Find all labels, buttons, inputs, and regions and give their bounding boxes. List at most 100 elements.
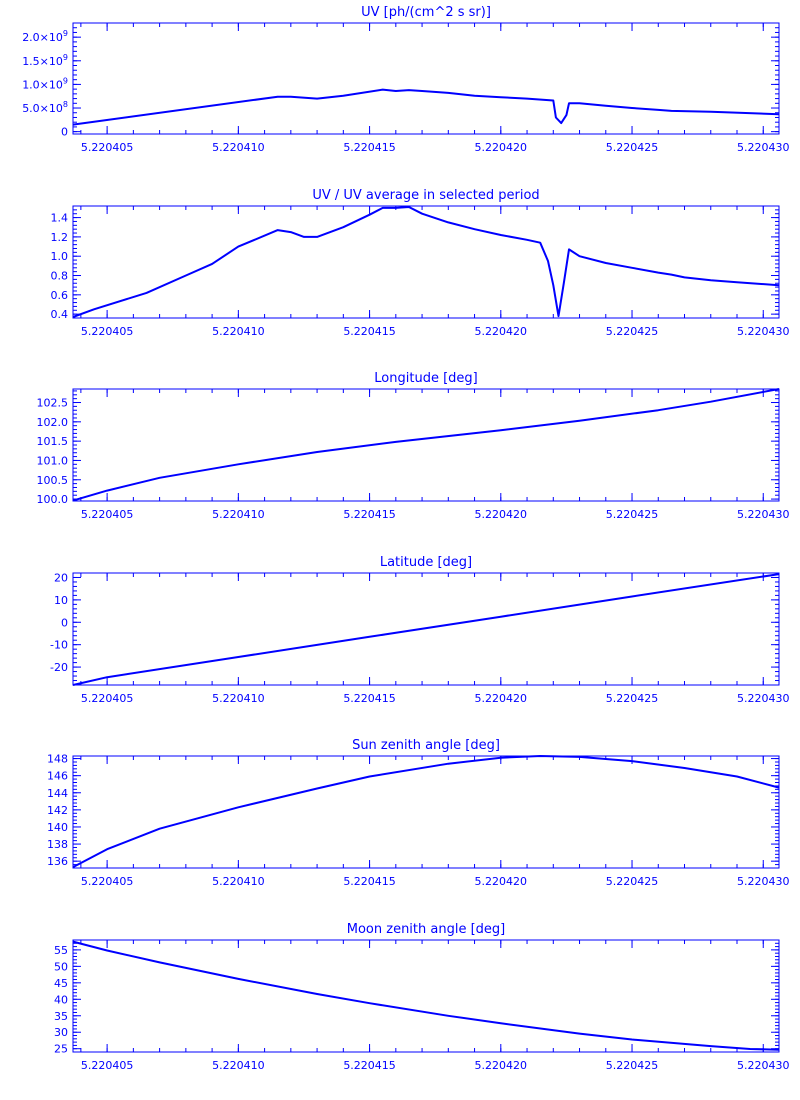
chart-title: Longitude [deg] bbox=[374, 371, 477, 386]
y-tick-label: 101.5 bbox=[37, 435, 69, 448]
y-tick-exponent: 9 bbox=[63, 29, 68, 38]
y-tick-mantissa: 2.0×10 bbox=[22, 31, 63, 44]
y-tick-label: 136 bbox=[47, 855, 68, 868]
y-tick-mantissa: 5.0×10 bbox=[22, 102, 63, 115]
x-tick-label: 5.220410 bbox=[212, 325, 265, 338]
x-tick-label: 5.220415 bbox=[343, 1059, 396, 1072]
y-tick-label: 35 bbox=[54, 1010, 68, 1023]
x-tick-label: 5.220430 bbox=[737, 141, 790, 154]
series-line bbox=[72, 940, 780, 1051]
y-tick-label: 100.5 bbox=[37, 474, 69, 487]
y-tick-label: 45 bbox=[54, 977, 68, 990]
y-tick-label: 0.8 bbox=[51, 270, 69, 283]
y-tick-label: 2.0×109 bbox=[22, 29, 68, 44]
x-tick-label: 5.220430 bbox=[737, 325, 790, 338]
y-tick-label: 0.4 bbox=[51, 308, 69, 321]
x-tick-label: 5.220405 bbox=[81, 1059, 134, 1072]
y-tick-label: 0 bbox=[61, 126, 68, 139]
x-tick-label: 5.220410 bbox=[212, 508, 265, 521]
chart-title: Moon zenith angle [deg] bbox=[347, 922, 505, 937]
y-tick-label: 40 bbox=[54, 993, 68, 1006]
y-tick-label: 140 bbox=[47, 821, 68, 834]
plot-frame bbox=[72, 572, 780, 686]
plot-frame bbox=[72, 755, 780, 869]
y-tick-label: 138 bbox=[47, 838, 68, 851]
y-tick-label: 102.5 bbox=[37, 397, 69, 410]
x-tick-label: 5.220425 bbox=[606, 141, 659, 154]
y-tick-label: 148 bbox=[47, 753, 68, 766]
series-line bbox=[72, 755, 780, 868]
y-tick-mantissa: 0 bbox=[61, 126, 68, 139]
x-tick-label: 5.220430 bbox=[737, 508, 790, 521]
y-tick-label: 144 bbox=[47, 787, 68, 800]
chart-title: Latitude [deg] bbox=[380, 555, 472, 570]
series-line bbox=[72, 206, 780, 318]
series-line bbox=[72, 88, 780, 126]
x-tick-label: 5.220410 bbox=[212, 875, 265, 888]
y-tick-label: 1.0 bbox=[51, 250, 69, 263]
x-tick-label: 5.220405 bbox=[81, 508, 134, 521]
x-tick-label: 5.220430 bbox=[737, 692, 790, 705]
y-tick-mantissa: 1.5×10 bbox=[22, 55, 63, 68]
x-tick-label: 5.220405 bbox=[81, 692, 134, 705]
plot-frame bbox=[72, 939, 780, 1053]
chart-title: UV [ph/(cm^2 s sr)] bbox=[361, 5, 491, 20]
x-tick-label: 5.220415 bbox=[343, 692, 396, 705]
x-tick-label: 5.220420 bbox=[475, 508, 528, 521]
x-tick-label: 5.220410 bbox=[212, 141, 265, 154]
x-tick-label: 5.220415 bbox=[343, 508, 396, 521]
y-tick-label: 102.0 bbox=[37, 416, 69, 429]
plot-frame bbox=[72, 22, 780, 135]
chart-title: UV / UV average in selected period bbox=[312, 188, 539, 203]
plot-frame bbox=[72, 388, 780, 502]
y-tick-label: 0 bbox=[61, 616, 68, 629]
chart-title: Sun zenith angle [deg] bbox=[352, 738, 500, 753]
x-tick-label: 5.220425 bbox=[606, 508, 659, 521]
y-tick-label: 30 bbox=[54, 1026, 68, 1039]
x-tick-label: 5.220430 bbox=[737, 1059, 790, 1072]
x-tick-label: 5.220420 bbox=[475, 141, 528, 154]
chart-panel-1: UV [ph/(cm^2 s sr)] 5.220405 5.220410 5.220… bbox=[22, 5, 789, 154]
y-tick-label: 146 bbox=[47, 770, 68, 783]
chart-panel-5: Sun zenith angle [deg] 5.220405 5.220410 5.… bbox=[47, 738, 790, 888]
y-tick-label: 1.4 bbox=[51, 212, 69, 225]
chart-panel-4: Latitude [deg] 5.220405 5.220410 5.220415 5.… bbox=[50, 555, 789, 705]
x-tick-label: 5.220425 bbox=[606, 875, 659, 888]
x-tick-label: 5.220405 bbox=[81, 141, 134, 154]
x-tick-label: 5.220425 bbox=[606, 692, 659, 705]
x-tick-label: 5.220425 bbox=[606, 1059, 659, 1072]
chart-panel-2: UV / UV average in selected period 5.2204… bbox=[51, 188, 790, 338]
y-tick-label: 25 bbox=[54, 1043, 68, 1056]
x-tick-label: 5.220420 bbox=[475, 1059, 528, 1072]
y-tick-label: 1.5×109 bbox=[22, 53, 68, 68]
x-tick-label: 5.220425 bbox=[606, 325, 659, 338]
y-tick-exponent: 9 bbox=[63, 76, 68, 85]
series-line bbox=[72, 573, 780, 686]
x-tick-label: 5.220410 bbox=[212, 1059, 265, 1072]
x-tick-label: 5.220405 bbox=[81, 875, 134, 888]
y-tick-label: 0.6 bbox=[51, 289, 69, 302]
chart-panel-3: Longitude [deg] 5.220405 5.220410 5.220415 5… bbox=[37, 371, 790, 521]
chart-panel-6: Moon zenith angle [deg] 5.220405 5.220410 5… bbox=[54, 922, 790, 1072]
x-tick-label: 5.220410 bbox=[212, 692, 265, 705]
plot-frame bbox=[72, 205, 780, 319]
y-tick-label: 1.2 bbox=[51, 231, 69, 244]
y-tick-label: 5.0×108 bbox=[22, 100, 68, 115]
x-tick-label: 5.220420 bbox=[475, 325, 528, 338]
y-tick-mantissa: 1.0×10 bbox=[22, 78, 63, 91]
x-tick-label: 5.220420 bbox=[475, 692, 528, 705]
x-tick-label: 5.220405 bbox=[81, 325, 134, 338]
y-tick-label: -10 bbox=[50, 639, 68, 652]
x-tick-label: 5.220415 bbox=[343, 325, 396, 338]
y-tick-exponent: 8 bbox=[63, 100, 68, 109]
y-tick-label: 1.0×109 bbox=[22, 76, 68, 91]
y-tick-label: 100.0 bbox=[37, 493, 69, 506]
y-tick-label: 55 bbox=[54, 944, 68, 957]
y-tick-label: 10 bbox=[54, 594, 68, 607]
y-tick-label: 50 bbox=[54, 960, 68, 973]
y-tick-exponent: 9 bbox=[63, 53, 68, 62]
x-tick-label: 5.220415 bbox=[343, 141, 396, 154]
x-tick-label: 5.220420 bbox=[475, 875, 528, 888]
y-tick-label: 142 bbox=[47, 804, 68, 817]
